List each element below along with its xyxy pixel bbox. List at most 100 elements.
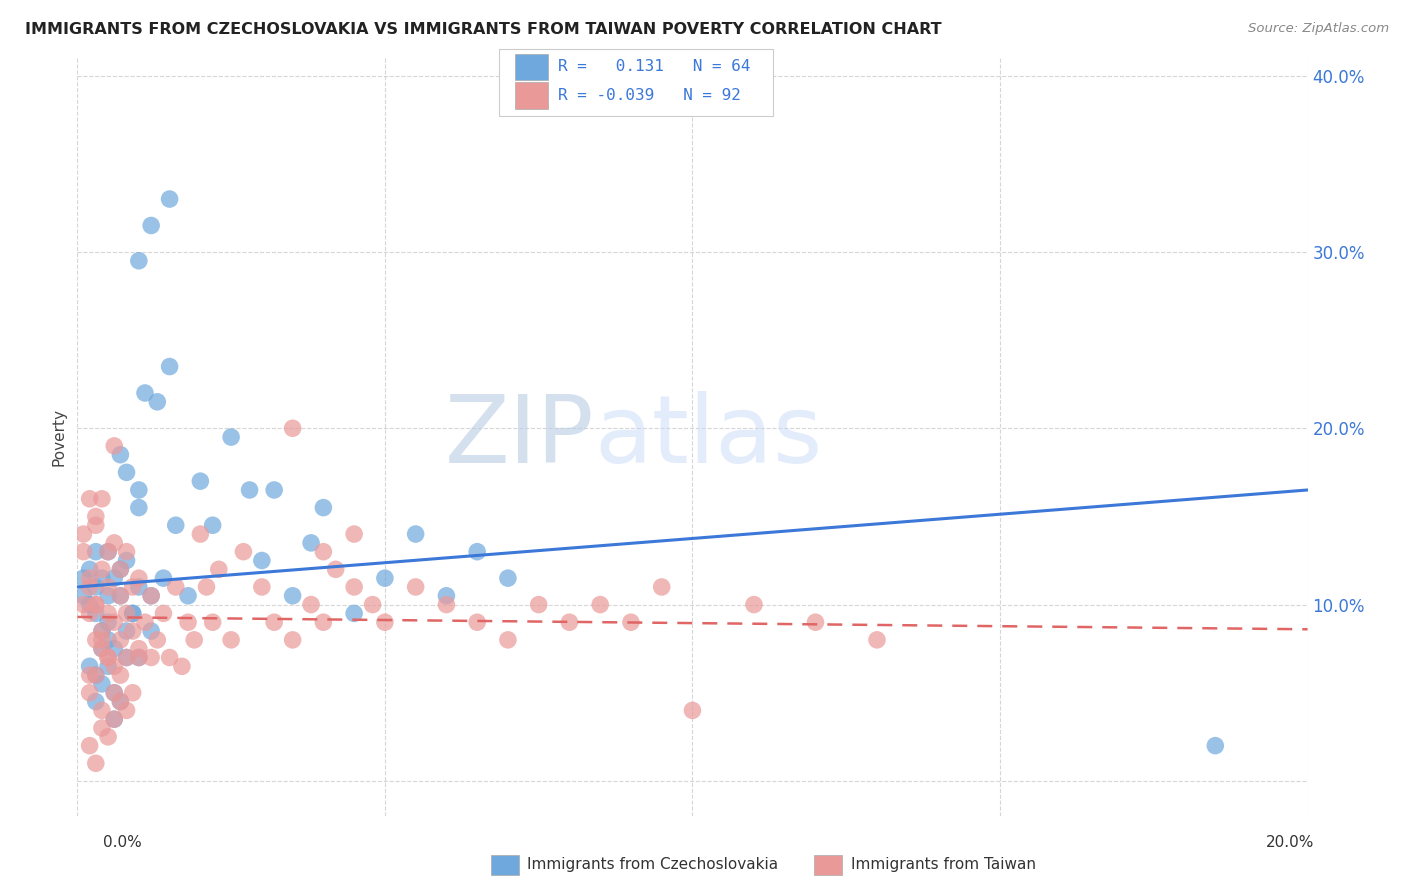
Point [1204,739,1226,753]
Point [121,607,143,621]
Point [103,571,125,585]
Point [299,536,322,550]
Text: Immigrants from Taiwan: Immigrants from Taiwan [851,857,1036,871]
Point [79,739,101,753]
Point [682,703,704,717]
Point [103,659,125,673]
Point [79,580,101,594]
Point [84,668,107,682]
Text: 0.0%: 0.0% [103,836,142,850]
Point [72,571,94,585]
Point [165,518,187,533]
Point [141,219,163,233]
Point [201,518,224,533]
Point [103,615,125,630]
Point [208,562,231,576]
Point [110,562,132,576]
Point [110,695,132,709]
Point [128,483,150,497]
Point [121,624,143,638]
Point [152,607,174,621]
Point [343,580,366,594]
Point [374,571,396,585]
Point [128,650,150,665]
Point [84,695,107,709]
Point [103,686,125,700]
Point [115,466,138,480]
Point [97,659,120,673]
Point [343,527,366,541]
Point [159,192,181,206]
Point [436,589,458,603]
Point [90,641,114,656]
Point [115,624,138,638]
Point [152,571,174,585]
Point [84,544,107,558]
Point [141,650,163,665]
Point [558,615,581,630]
Point [84,632,107,647]
Point [90,571,114,585]
Point [90,624,114,638]
Point [79,562,101,576]
Point [72,527,94,541]
Point [128,253,150,268]
Text: Source: ZipAtlas.com: Source: ZipAtlas.com [1249,22,1389,36]
Point [134,386,156,401]
Point [374,615,396,630]
Point [97,589,120,603]
Point [201,615,224,630]
Point [159,359,181,374]
Point [465,544,488,558]
Point [121,580,143,594]
Point [128,571,150,585]
Point [343,607,366,621]
Text: R =   0.131   N = 64: R = 0.131 N = 64 [558,60,751,74]
Point [90,562,114,576]
Point [79,607,101,621]
Point [250,553,273,567]
Point [84,518,107,533]
Point [177,615,200,630]
Point [103,712,125,726]
Point [146,632,169,647]
Point [90,721,114,735]
Point [183,632,205,647]
Point [115,650,138,665]
Point [103,712,125,726]
Point [177,589,200,603]
Point [128,650,150,665]
Point [121,686,143,700]
Point [742,598,765,612]
Point [103,536,125,550]
Point [527,598,550,612]
Point [97,650,120,665]
Point [496,632,519,647]
Point [281,421,304,435]
Point [79,598,101,612]
Point [115,703,138,717]
Point [97,632,120,647]
Point [170,659,193,673]
Point [110,695,132,709]
Point [115,544,138,558]
Point [115,607,138,621]
Point [79,491,101,506]
Point [97,580,120,594]
Point [72,589,94,603]
Point [589,598,612,612]
Point [250,580,273,594]
Point [312,544,335,558]
Point [103,439,125,453]
Text: Immigrants from Czechoslovakia: Immigrants from Czechoslovakia [527,857,779,871]
Point [72,544,94,558]
Point [97,544,120,558]
Point [312,500,335,515]
Point [84,580,107,594]
Point [405,580,427,594]
Point [84,756,107,771]
Point [128,641,150,656]
Point [97,615,120,630]
Point [90,624,114,638]
Point [84,668,107,682]
